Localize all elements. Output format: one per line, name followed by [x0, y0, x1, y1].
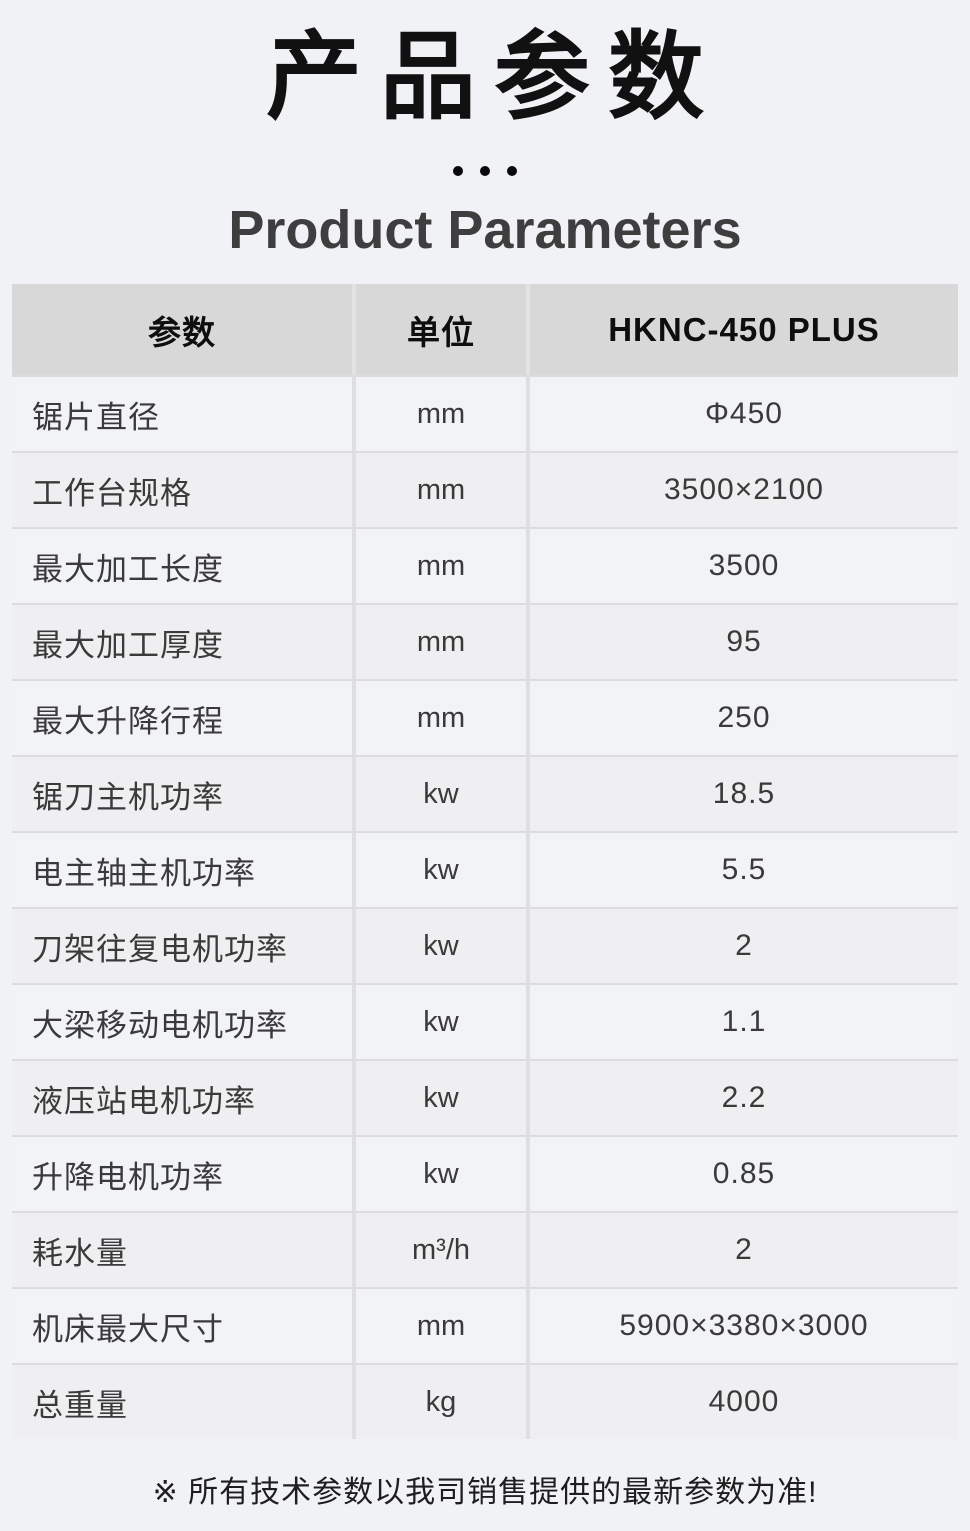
param-value-cell: 1.1	[530, 983, 958, 1060]
param-name-cell: 总重量	[12, 1363, 356, 1440]
param-unit-cell: m³/h	[356, 1211, 530, 1288]
dot-icon	[507, 166, 517, 176]
param-name-cell: 锯刀主机功率	[12, 755, 356, 832]
param-value-cell: 250	[530, 679, 958, 756]
dot-icon	[453, 166, 463, 176]
param-name-cell: 刀架往复电机功率	[12, 907, 356, 984]
table-header: 参数 单位 HKNC-450 PLUS	[12, 284, 958, 376]
column-header-model: HKNC-450 PLUS	[530, 284, 958, 376]
param-name-cell: 液压站电机功率	[12, 1059, 356, 1136]
table-row: 最大加工厚度 mm 95	[12, 603, 958, 680]
page-subtitle: Product Parameters	[228, 200, 742, 260]
table-header-row: 参数 单位 HKNC-450 PLUS	[12, 284, 958, 376]
param-name-cell: 耗水量	[12, 1211, 356, 1288]
param-value-cell: 0.85	[530, 1135, 958, 1212]
param-unit-cell: mm	[356, 375, 530, 452]
param-value-cell: 95	[530, 603, 958, 680]
table-row: 总重量 kg 4000	[12, 1363, 958, 1440]
table-row: 最大升降行程 mm 250	[12, 679, 958, 756]
param-unit-cell: mm	[356, 451, 530, 528]
table-body: 锯片直径 mm Φ450 工作台规格 mm 3500×2100 最大加工长度 m…	[12, 375, 958, 1440]
param-name-cell: 锯片直径	[12, 375, 356, 452]
param-unit-cell: kw	[356, 755, 530, 832]
table-row: 电主轴主机功率 kw 5.5	[12, 831, 958, 908]
param-unit-cell: kw	[356, 831, 530, 908]
table-row: 工作台规格 mm 3500×2100	[12, 451, 958, 528]
param-unit-cell: mm	[356, 1287, 530, 1364]
param-value-cell: 3500×2100	[530, 451, 958, 528]
param-name-cell: 大梁移动电机功率	[12, 983, 356, 1060]
table-row: 耗水量 m³/h 2	[12, 1211, 958, 1288]
table-row: 大梁移动电机功率 kw 1.1	[12, 983, 958, 1060]
table-row: 刀架往复电机功率 kw 2	[12, 907, 958, 984]
param-unit-cell: kw	[356, 983, 530, 1060]
param-name-cell: 工作台规格	[12, 451, 356, 528]
param-unit-cell: mm	[356, 527, 530, 604]
table-row: 液压站电机功率 kw 2.2	[12, 1059, 958, 1136]
param-unit-cell: kg	[356, 1363, 530, 1440]
column-header-parameter: 参数	[12, 284, 356, 376]
param-value-cell: 2	[530, 1211, 958, 1288]
dots-decoration	[0, 166, 970, 176]
table-row: 升降电机功率 kw 0.85	[12, 1135, 958, 1212]
footnote: ※ 所有技术参数以我司销售提供的最新参数为准!	[152, 1476, 818, 1510]
param-name-cell: 机床最大尺寸	[12, 1287, 356, 1364]
param-name-cell: 最大加工长度	[12, 527, 356, 604]
param-value-cell: 2	[530, 907, 958, 984]
param-name-cell: 升降电机功率	[12, 1135, 356, 1212]
table-row: 最大加工长度 mm 3500	[12, 527, 958, 604]
param-unit-cell: mm	[356, 679, 530, 756]
param-value-cell: 4000	[530, 1363, 958, 1440]
page-title: 产品参数	[266, 24, 722, 131]
param-unit-cell: kw	[356, 907, 530, 984]
dot-icon	[480, 166, 490, 176]
param-unit-cell: kw	[356, 1059, 530, 1136]
param-value-cell: Φ450	[530, 375, 958, 452]
param-value-cell: 5900×3380×3000	[530, 1287, 958, 1364]
param-unit-cell: mm	[356, 603, 530, 680]
param-name-cell: 最大升降行程	[12, 679, 356, 756]
param-value-cell: 2.2	[530, 1059, 958, 1136]
column-header-unit: 单位	[356, 284, 530, 376]
param-unit-cell: kw	[356, 1135, 530, 1212]
param-value-cell: 5.5	[530, 831, 958, 908]
table-row: 锯刀主机功率 kw 18.5	[12, 755, 958, 832]
param-value-cell: 18.5	[530, 755, 958, 832]
param-name-cell: 电主轴主机功率	[12, 831, 356, 908]
param-value-cell: 3500	[530, 527, 958, 604]
table-row: 锯片直径 mm Φ450	[12, 375, 958, 452]
param-name-cell: 最大加工厚度	[12, 603, 356, 680]
table-row: 机床最大尺寸 mm 5900×3380×3000	[12, 1287, 958, 1364]
parameters-table: 参数 单位 HKNC-450 PLUS 锯片直径 mm Φ450 工作台规格 m…	[12, 284, 958, 1440]
